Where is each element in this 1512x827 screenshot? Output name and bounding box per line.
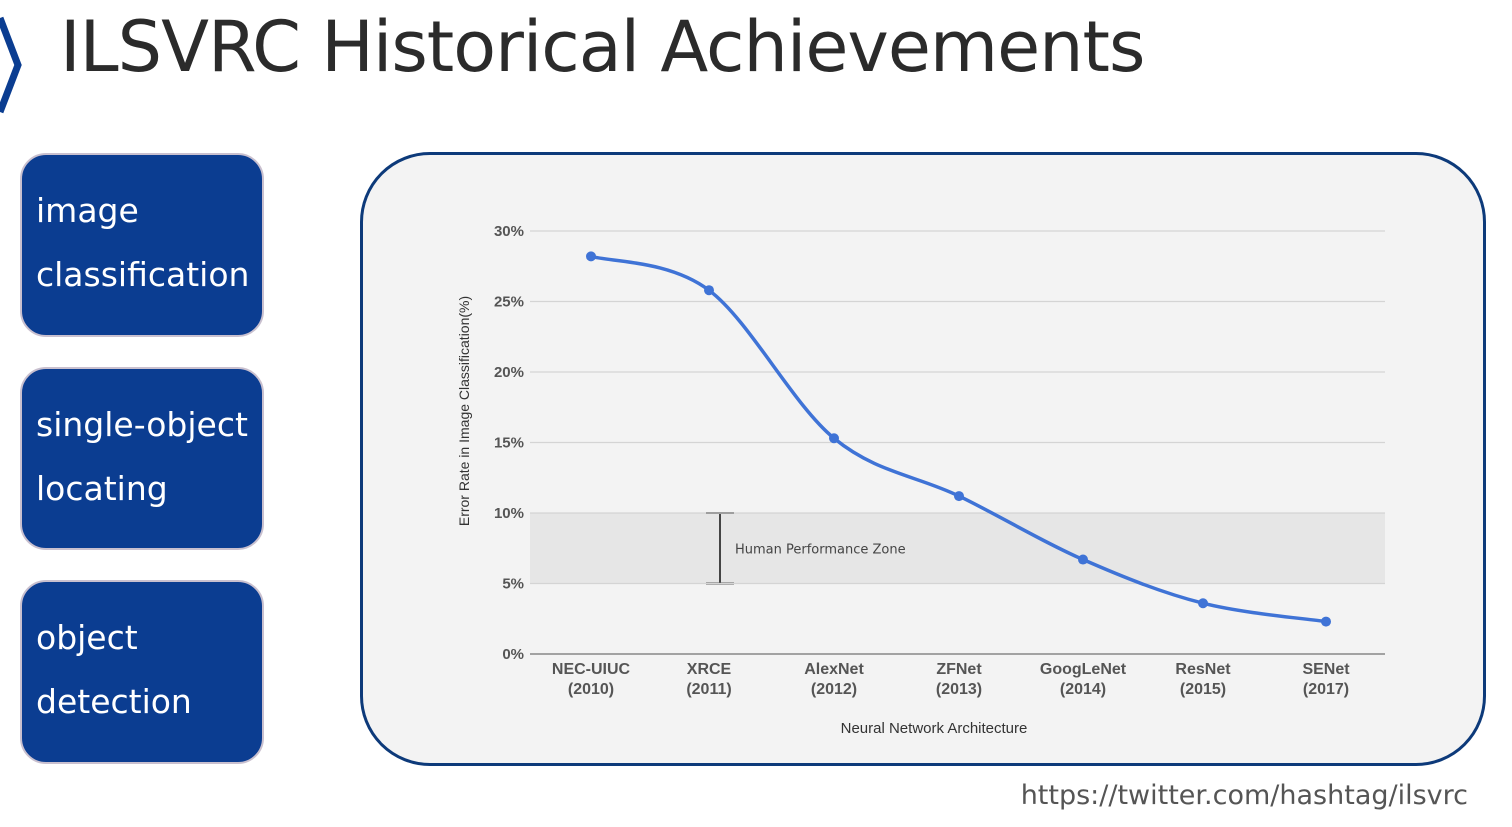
y-tick-label: 20% [494, 364, 524, 381]
x-tick-label: AlexNet (2012) [804, 661, 864, 698]
chart-frame: Human Performance Zone 0% 5% 10% 15% 20% 25% 3… [360, 152, 1486, 766]
data-point [704, 285, 714, 296]
error-rate-chart: Human Performance Zone 0% 5% 10% 15% 20% 25% 3… [456, 223, 1385, 737]
task-object-detection: object detection [20, 580, 264, 764]
y-tick-label: 10% [494, 505, 524, 522]
task-label-line: locating [36, 469, 168, 508]
source-url[interactable]: https://twitter.com/hashtag/ilsvrc [1020, 780, 1468, 811]
x-tick-label: XRCE (2011) [686, 661, 731, 698]
x-tick-label: GoogLeNet (2014) [1040, 661, 1127, 698]
x-tick-label: ZFNet (2013) [936, 661, 982, 698]
chevron-right-icon [0, 16, 22, 114]
data-point [1198, 598, 1208, 609]
data-point [954, 491, 964, 502]
task-image-classification: image classification [20, 153, 264, 337]
x-tick-label: SENet (2017) [1302, 661, 1350, 698]
y-tick-label: 15% [494, 435, 524, 452]
human-zone-label: Human Performance Zone [735, 542, 906, 557]
y-axis-label: Error Rate in Image Classification(%) [456, 296, 472, 526]
y-tick-label: 30% [494, 223, 524, 240]
data-point [586, 251, 596, 262]
slide-title: ILSVRC Historical Achievements [60, 6, 1145, 88]
x-axis-label: Neural Network Architecture [841, 720, 1028, 737]
task-label-line: object [36, 618, 138, 657]
task-label-line: detection [36, 682, 192, 721]
y-tick-label: 25% [494, 294, 524, 311]
data-point [1078, 554, 1088, 565]
task-label-line: image [36, 191, 139, 230]
y-tick-label: 0% [502, 646, 524, 663]
y-tick-label: 5% [502, 576, 524, 593]
task-single-object-locating: single-object locating [20, 367, 264, 550]
task-label-line: single-object [36, 405, 248, 444]
data-point [829, 433, 839, 444]
task-label-line: classification [36, 255, 250, 294]
human-zone-band [530, 513, 1385, 584]
data-point [1321, 616, 1331, 627]
x-tick-label: ResNet (2015) [1175, 661, 1231, 698]
x-tick-label: NEC-UIUC (2010) [552, 661, 631, 698]
